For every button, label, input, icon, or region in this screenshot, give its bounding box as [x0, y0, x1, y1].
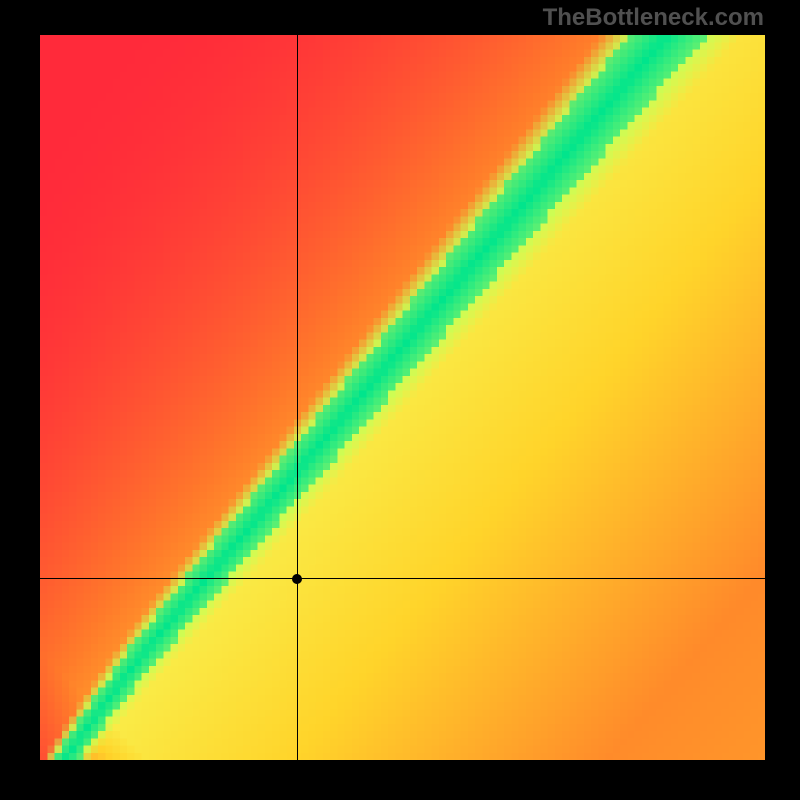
bottleneck-heatmap	[40, 35, 765, 760]
watermark-text: TheBottleneck.com	[543, 4, 764, 32]
crosshair-vertical	[297, 35, 298, 760]
crosshair-horizontal	[40, 578, 765, 579]
